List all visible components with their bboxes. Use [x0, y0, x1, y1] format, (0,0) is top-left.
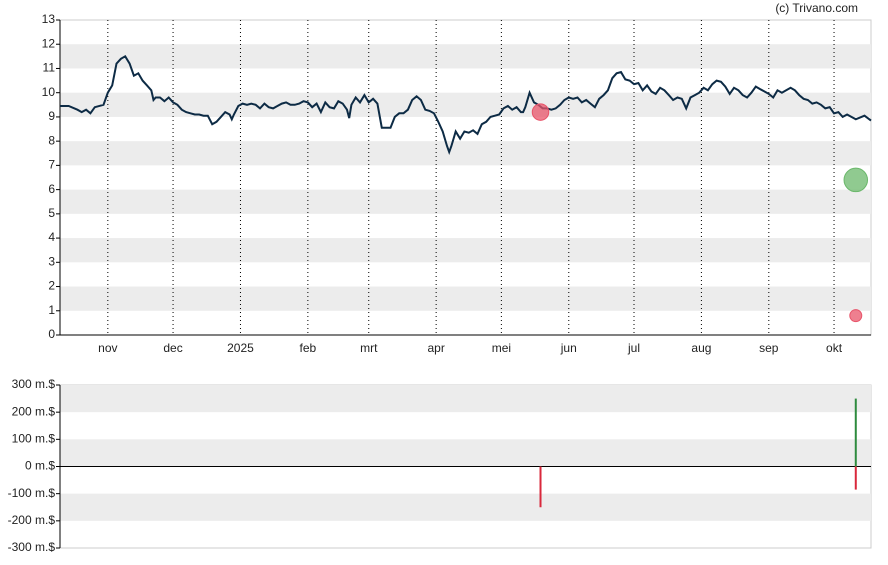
y-tick-label: 12 — [42, 36, 56, 50]
grid-band — [60, 238, 871, 263]
x-tick-label: sep — [759, 341, 779, 355]
price-line — [60, 54, 872, 156]
y-tick-label: 9 — [48, 109, 55, 123]
x-tick-label: nov — [98, 341, 117, 355]
transaction-marker — [531, 103, 550, 121]
y-tick-label: 7 — [48, 158, 55, 172]
grid-band — [60, 92, 871, 117]
y-tick-label: 10 — [42, 85, 56, 99]
y-tick-label: 6 — [48, 182, 55, 196]
y-tick-label: 0 m.$ — [25, 459, 55, 473]
bar — [539, 466, 542, 508]
y-tick-label: 11 — [43, 61, 56, 75]
grid-band — [60, 439, 871, 467]
y-tick-label: 0 — [48, 327, 55, 341]
x-tick-label: apr — [427, 341, 444, 355]
x-tick-label: okt — [826, 341, 843, 355]
x-tick-label: 2025 — [227, 341, 254, 355]
x-tick-label: mrt — [360, 341, 378, 355]
y-tick-label: -100 m.$ — [8, 486, 56, 500]
transaction-marker — [843, 167, 869, 193]
y-tick-label: 2 — [48, 279, 55, 293]
grid-band — [60, 385, 871, 413]
grid-band — [60, 189, 871, 214]
x-tick-label: mei — [492, 341, 511, 355]
bar — [854, 398, 857, 467]
x-tick-label: jun — [560, 341, 577, 355]
y-tick-label: 1 — [48, 303, 55, 317]
y-tick-label: 100 m.$ — [12, 432, 56, 446]
x-tick-label: dec — [163, 341, 182, 355]
transaction-marker — [849, 309, 863, 323]
y-tick-label: 4 — [48, 230, 55, 244]
y-tick-label: 8 — [48, 133, 55, 147]
y-tick-label: 200 m.$ — [12, 404, 56, 418]
y-tick-label: 13 — [42, 12, 56, 26]
x-tick-label: aug — [691, 341, 711, 355]
y-tick-label: 5 — [48, 206, 55, 220]
y-tick-label: -200 m.$ — [8, 513, 56, 527]
x-tick-label: feb — [300, 341, 317, 355]
y-tick-label: 3 — [48, 254, 55, 268]
credit: (c) Trivano.com — [775, 1, 858, 15]
grid-band — [60, 493, 871, 521]
y-tick-label: -300 m.$ — [8, 540, 56, 554]
grid-band — [60, 141, 871, 166]
grid-band — [60, 44, 871, 69]
grid-band — [60, 286, 871, 311]
x-tick-label: jul — [627, 341, 640, 355]
bar — [854, 466, 857, 490]
plot-area — [59, 19, 872, 336]
y-tick-label: 300 m.$ — [12, 377, 56, 391]
